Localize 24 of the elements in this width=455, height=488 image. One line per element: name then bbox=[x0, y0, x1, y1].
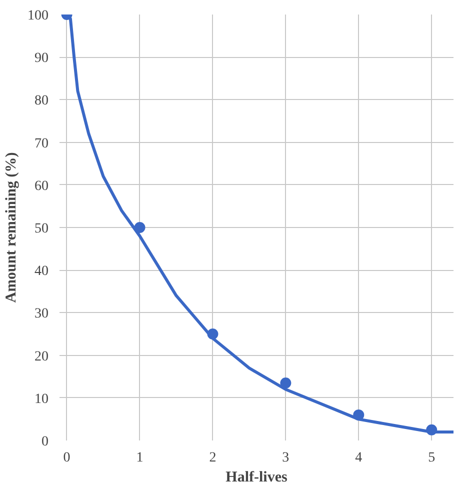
point bbox=[426, 424, 438, 436]
y-tick-label: 30 bbox=[34, 306, 48, 322]
y-tick-label: 50 bbox=[34, 222, 48, 236]
y-tick-label: 100 bbox=[28, 8, 48, 24]
y-tick-label: 90 bbox=[34, 51, 48, 66]
y-tick-label: 80 bbox=[34, 94, 48, 109]
x-tick-label: 3 bbox=[282, 450, 290, 466]
y-tick-label: 40 bbox=[34, 264, 48, 280]
y-axis-title: Amount remaining (%) bbox=[4, 152, 20, 303]
point bbox=[134, 222, 146, 233]
point bbox=[353, 409, 364, 420]
y-tick-label: 0 bbox=[42, 434, 48, 450]
y-tick-label: 60 bbox=[34, 178, 48, 194]
y-tick-label: 10 bbox=[34, 392, 48, 407]
point bbox=[280, 378, 292, 388]
point bbox=[207, 328, 218, 340]
y-tick-label: 20 bbox=[34, 349, 48, 364]
x-tick-label: 5 bbox=[428, 450, 436, 466]
x-tick-label: 4 bbox=[355, 450, 362, 466]
x-tick-label: 0 bbox=[63, 450, 70, 466]
x-tick-label: 1 bbox=[136, 450, 144, 466]
y-tick-label: 70 bbox=[34, 136, 48, 152]
x-axis-title: Half-lives bbox=[226, 470, 288, 486]
x-tick-label: 2 bbox=[209, 450, 216, 466]
